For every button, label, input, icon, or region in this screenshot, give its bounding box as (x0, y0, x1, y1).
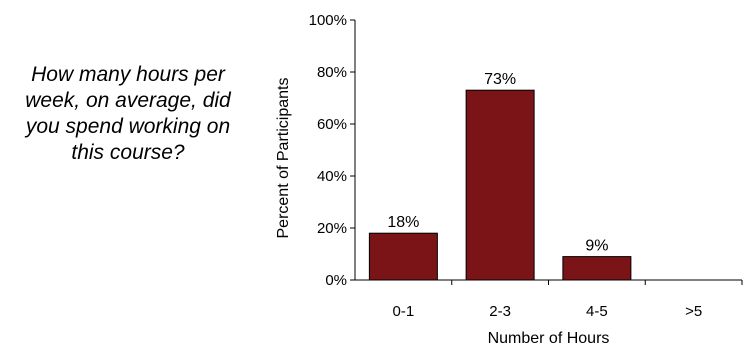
x-tick-label: 0-1 (393, 303, 415, 320)
x-tick-label: 4-5 (586, 303, 608, 320)
bar-2-3 (465, 89, 535, 281)
data-label: 73% (484, 71, 516, 88)
y-axis-ticks: 0% 20% 40% 60% 80% 100% (309, 12, 355, 289)
survey-question: How many hours per week, on average, did… (25, 63, 231, 164)
bar-4-5 (562, 256, 632, 281)
x-tick-label: 2-3 (489, 303, 511, 320)
bar-0-1 (368, 232, 438, 281)
y-tick-label: 0% (325, 272, 347, 289)
x-axis-ticks: 0-1 2-3 4-5 >5 (393, 280, 743, 320)
y-tick-label: 60% (317, 116, 347, 133)
bars: 18% 73% 9% (368, 71, 632, 281)
data-label: 18% (387, 214, 419, 231)
y-tick-label: 100% (309, 12, 347, 29)
y-tick-label: 80% (317, 64, 347, 81)
x-tick-label: >5 (685, 303, 702, 320)
y-tick-label: 40% (317, 168, 347, 185)
data-label: 9% (585, 238, 608, 255)
y-tick-label: 20% (317, 220, 347, 237)
x-axis-label: Number of Hours (488, 330, 610, 347)
y-axis-label: Percent of Participants (275, 78, 292, 239)
